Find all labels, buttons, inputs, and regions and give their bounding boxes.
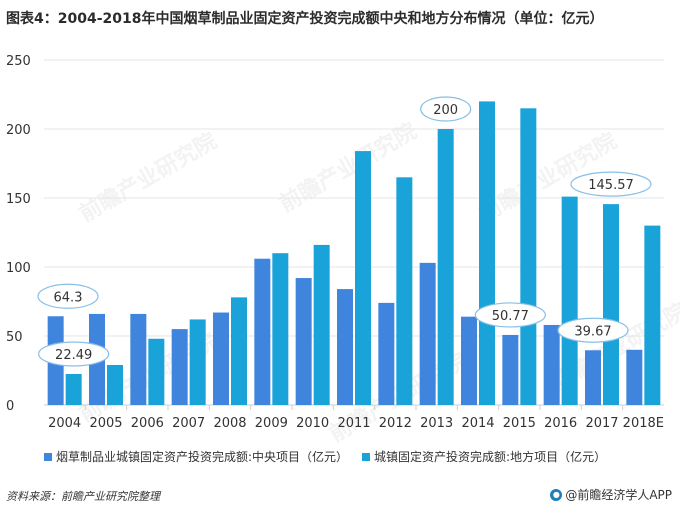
y-tick-label: 250 xyxy=(6,54,31,69)
bar-local xyxy=(396,177,413,405)
legend-label-central: 烟草制品业城镇固定资产投资完成额:中央项目（亿元） xyxy=(56,450,349,464)
x-tick-label: 2006 xyxy=(131,416,164,431)
chart-title: 图表4：2004-2018年中国烟草制品业固定资产投资完成额中央和地方分布情况（… xyxy=(6,11,604,27)
callout-bubble xyxy=(474,302,546,328)
x-tick-label: 2011 xyxy=(337,416,370,431)
bar-central xyxy=(171,329,188,405)
brand-label: @前瞻经济学人APP xyxy=(565,488,672,502)
x-tick-label: 2010 xyxy=(296,416,329,431)
bar-local xyxy=(479,101,495,406)
x-tick-label: 2018E xyxy=(623,416,664,431)
y-tick-label: 150 xyxy=(6,192,31,207)
bar-central xyxy=(337,289,353,405)
data-label: 22.49 xyxy=(55,348,92,363)
bar-central xyxy=(502,334,519,405)
bar-central xyxy=(419,262,436,405)
bar-local xyxy=(520,108,537,406)
legend-item-central: 烟草制品业城镇固定资产投资完成额:中央项目（亿元） xyxy=(44,448,348,465)
x-tick-label: 2004 xyxy=(48,416,81,431)
x-tick-label: 2005 xyxy=(89,416,122,431)
brand-credit: ● @前瞻经济学人APP xyxy=(550,486,672,503)
data-label: 64.3 xyxy=(54,290,83,305)
data-label: 50.77 xyxy=(492,309,529,324)
x-tick-label: 2017 xyxy=(585,416,618,431)
callout-bubble xyxy=(420,96,472,122)
y-tick-label: 50 xyxy=(6,330,23,345)
legend-swatch-central xyxy=(44,452,52,461)
callout-bubble xyxy=(570,171,652,197)
bar-central xyxy=(585,350,601,405)
bar-central xyxy=(461,316,477,405)
y-tick-label: 100 xyxy=(6,261,31,276)
bar-central xyxy=(378,302,395,405)
x-tick-label: 2012 xyxy=(379,416,412,431)
x-tick-label: 2013 xyxy=(420,416,453,431)
bar-central xyxy=(295,278,312,405)
legend-swatch-local xyxy=(362,452,371,461)
bar-central xyxy=(130,313,147,405)
data-label: 200 xyxy=(433,103,458,118)
y-tick-label: 0 xyxy=(6,399,14,414)
x-tick-label: 2016 xyxy=(544,416,577,431)
bar-local xyxy=(65,373,82,405)
chart-legend: 烟草制品业城镇固定资产投资完成额:中央项目（亿元） 城镇固定资产投资完成额:地方… xyxy=(44,448,606,465)
bar-central xyxy=(543,324,560,405)
bar-local xyxy=(189,319,206,405)
callout-bubble xyxy=(37,283,99,309)
bar-local xyxy=(148,338,165,405)
bar-central xyxy=(254,258,271,405)
bar-local xyxy=(437,129,454,405)
bar-central xyxy=(626,349,643,405)
x-tick-label: 2008 xyxy=(213,416,246,431)
x-tick-label: 2009 xyxy=(255,416,288,431)
callout-bubble xyxy=(557,317,629,343)
bar-local xyxy=(644,225,661,405)
bar-local xyxy=(107,364,123,405)
bar-central xyxy=(213,312,229,405)
bar-local xyxy=(561,196,578,405)
data-label: 145.57 xyxy=(588,178,634,193)
source-note: 资料来源：前瞻产业研究院整理 xyxy=(6,490,160,503)
x-tick-label: 2015 xyxy=(503,416,536,431)
bar-local xyxy=(272,253,289,405)
bar-local xyxy=(603,204,619,405)
bar-local xyxy=(355,151,371,405)
legend-item-local: 城镇固定资产投资完成额:地方项目（亿元） xyxy=(362,448,606,465)
legend-label-local: 城镇固定资产投资完成额:地方项目（亿元） xyxy=(374,450,607,464)
y-tick-label: 200 xyxy=(6,123,31,138)
logo-icon: ● xyxy=(550,488,563,501)
data-label: 39.67 xyxy=(574,324,611,339)
x-tick-label: 2014 xyxy=(461,416,494,431)
x-tick-label: 2007 xyxy=(172,416,205,431)
bar-local xyxy=(231,297,247,405)
bar-local xyxy=(313,244,330,405)
callout-bubble xyxy=(38,341,110,367)
